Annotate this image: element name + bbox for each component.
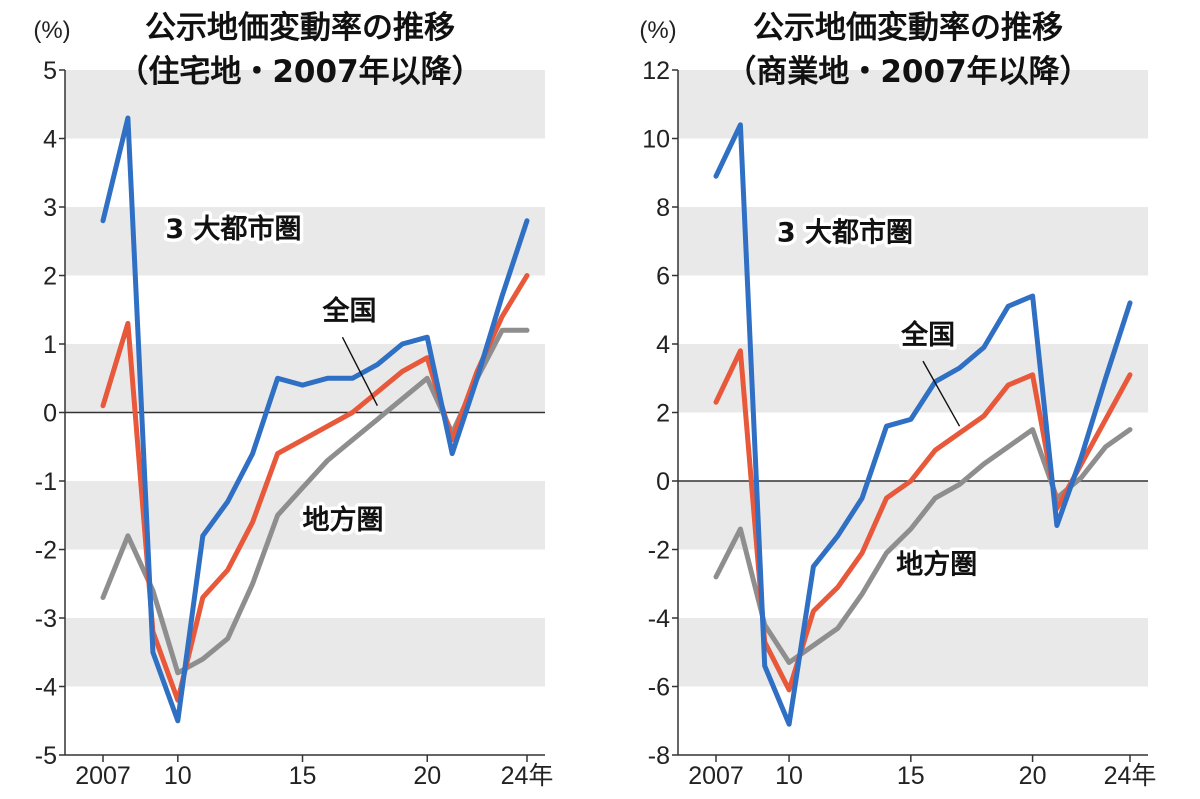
y-tick-label: 10 [642,126,670,154]
annotation-regional: 地方圏 [896,548,977,580]
chart-subtitle: （商業地・2007年以降） [725,54,1090,90]
x-tick-label: 10 [775,762,803,790]
annotation-three-metro: 3 大都市圏 [777,216,913,248]
grid-band [678,207,1148,276]
annotation-leader-line [341,336,378,406]
chart-title: 公示地価変動率の推移 [753,10,1063,46]
annotation-three-metro: 3 大都市圏 [165,213,301,245]
y-tick-label: 2 [656,400,670,428]
annotation-national: 全国 [321,295,376,327]
y-tick-label: 2 [43,263,57,291]
series-line-regional [713,427,1133,665]
y-unit-label: (%) [639,17,676,44]
y-tick-label: 12 [642,57,670,85]
annotation-national: 全国 [900,319,955,351]
y-tick-label: -4 [35,674,57,702]
x-tick-label: 2007 [688,762,744,790]
x-tick-label: 10 [164,762,192,790]
y-tick-label: -1 [35,468,57,496]
y-tick-label: -4 [648,605,670,633]
y-tick-label: -5 [35,742,57,770]
grid-band [678,481,1148,550]
grid-band [65,618,545,687]
y-tick-label: 4 [43,126,57,154]
y-tick-label: 1 [43,331,57,359]
grid-band [65,70,545,139]
grid-band [65,207,545,276]
x-tick-label: 20 [413,762,441,790]
y-tick-label: 6 [656,263,670,291]
y-tick-label: -2 [648,537,670,565]
series-line-national [713,348,1133,693]
y-tick-label: 8 [656,194,670,222]
series-three-metro [100,115,530,724]
series-line-three-metro [713,122,1133,727]
y-tick-label: 0 [656,468,670,496]
x-tick-label: 24年 [501,762,554,790]
chart-title: 公示地価変動率の推移 [145,10,455,46]
x-tick-label: 15 [897,762,925,790]
series-line-three-metro [100,115,530,724]
y-unit-label: (%) [33,17,70,44]
grid-band [678,344,1148,413]
grid-band [678,70,1148,139]
y-tick-label: 0 [43,400,57,428]
x-tick-label: 2007 [75,762,131,790]
y-tick-label: -3 [35,605,57,633]
bands [65,70,545,687]
annotation-regional: 地方圏 [303,504,384,536]
y-tick-label: 4 [656,331,670,359]
series-line-national [100,273,530,703]
y-tick-label: -2 [35,537,57,565]
y-tick-label: 3 [43,194,57,222]
bands [678,70,1148,687]
y-tick-label: -8 [648,742,670,770]
chart-subtitle: （住宅地・2007年以降） [117,54,482,90]
annotation-leader-line [922,360,961,427]
grid-band [678,618,1148,687]
x-tick-label: 20 [1019,762,1047,790]
x-tick-label: 15 [289,762,317,790]
series-three-metro [713,122,1133,727]
y-tick-label: 5 [43,57,57,85]
y-tick-label: -6 [648,674,670,702]
x-tick-label: 24年 [1104,762,1157,790]
